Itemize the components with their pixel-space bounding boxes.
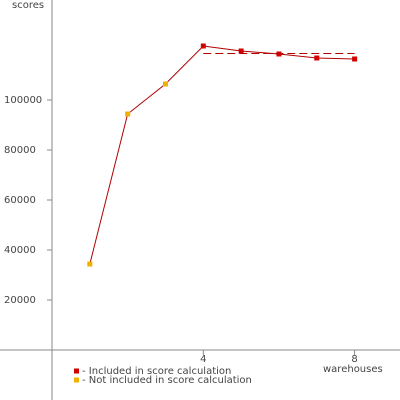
point (352, 56, 358, 62)
point (125, 111, 131, 117)
y-tick-label: 20000 (4, 295, 36, 306)
y-tick-label: 100000 (4, 95, 42, 106)
y-axis-label: scores (12, 0, 44, 11)
legend-swatch (74, 368, 79, 374)
y-tick-label: 40000 (4, 245, 36, 256)
x-axis-label: warehouses (323, 364, 383, 375)
point (162, 81, 168, 87)
y-tick-label: 60000 (4, 195, 36, 206)
point (276, 51, 282, 57)
y-tick-label: 80000 (4, 145, 36, 156)
point (200, 43, 206, 49)
legend-label: - Not included in score calculation (82, 375, 252, 386)
line (89, 45, 355, 265)
point (314, 55, 320, 61)
point (87, 261, 93, 267)
legend-label: - Included in score calculation (82, 366, 231, 377)
legend-swatch (74, 377, 79, 383)
point (238, 48, 244, 54)
x-tick-label: 4 (200, 354, 206, 365)
x-tick-label: 8 (351, 354, 357, 365)
